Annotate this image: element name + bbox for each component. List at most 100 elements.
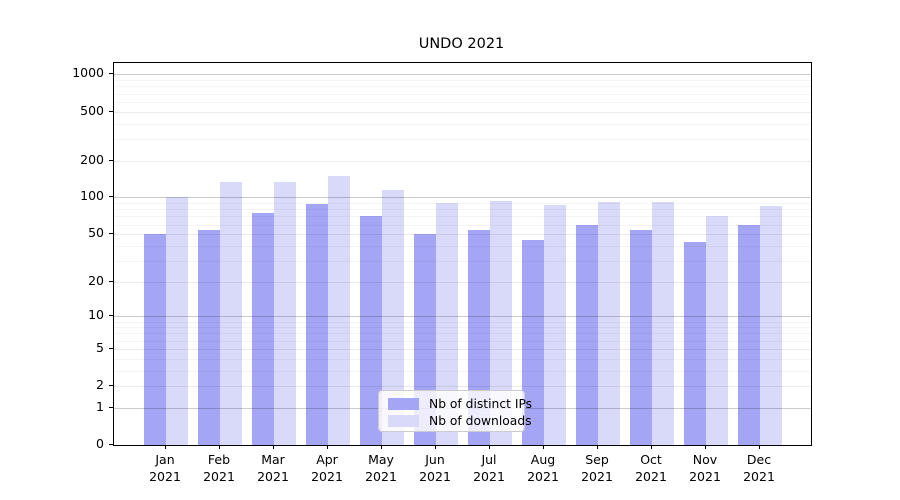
gridline: [114, 348, 811, 350]
gridline: [114, 340, 811, 342]
y-tick-label: 100: [80, 188, 104, 204]
bar-nov-downloads: [706, 216, 728, 445]
bar-apr-downloads: [328, 175, 350, 445]
y-tick-label: 2: [96, 377, 104, 393]
gridline: [114, 224, 811, 226]
bar-nov-ips: [684, 242, 706, 445]
gridline: [114, 123, 811, 125]
y-tick-label: 20: [88, 272, 104, 288]
gridline: [114, 281, 811, 283]
y-tick-label: 500: [80, 102, 104, 118]
bar-aug-ips: [522, 239, 544, 445]
bar-oct-downloads: [652, 202, 674, 445]
bar-mar-downloads: [274, 181, 296, 445]
legend-row-downloads: Nb of downloads: [388, 412, 532, 429]
y-tick-label: 10: [88, 307, 104, 323]
gridline: [114, 111, 811, 113]
gridline: [114, 316, 811, 318]
gridline: [114, 86, 811, 88]
x-tick-mark: [705, 445, 706, 449]
x-tick-label-jan: Jan 2021: [149, 452, 181, 484]
bar-dec-ips: [738, 225, 760, 445]
x-tick-label-dec: Dec 2021: [743, 452, 775, 484]
legend-label-downloads: Nb of downloads: [429, 413, 532, 428]
y-tick-mark: [109, 73, 113, 75]
gridline: [114, 80, 811, 82]
y-tick-mark: [109, 280, 113, 282]
x-tick-mark: [543, 445, 544, 449]
y-tick-mark: [109, 444, 113, 445]
y-tick-label: 5: [96, 339, 104, 355]
legend-row-distinct-ips: Nb of distinct IPs: [388, 395, 532, 412]
bar-apr-ips: [306, 204, 328, 445]
x-tick-mark: [597, 445, 598, 449]
bar-mar-ips: [252, 213, 274, 445]
gridlines-layer: [114, 63, 811, 445]
x-tick-label-jun: Jun 2021: [419, 452, 451, 484]
gridline: [114, 245, 811, 247]
bar-may-ips: [360, 216, 382, 445]
x-tick-mark: [489, 445, 490, 449]
x-tick-mark: [219, 445, 220, 449]
y-tick-label: 200: [80, 151, 104, 167]
x-tick-label-oct: Oct 2021: [635, 452, 667, 484]
y-tick-mark: [109, 159, 113, 161]
x-tick-label-apr: Apr 2021: [311, 452, 343, 484]
x-tick-mark: [759, 445, 760, 449]
x-tick-label-feb: Feb 2021: [203, 452, 235, 484]
x-tick-label-sep: Sep 2021: [581, 452, 613, 484]
bar-sep-ips: [576, 224, 598, 445]
y-tick-mark: [109, 315, 113, 317]
bar-sep-downloads: [598, 201, 620, 445]
x-tick-label-nov: Nov 2021: [689, 452, 721, 484]
bar-dec-downloads: [760, 206, 782, 445]
y-tick-mark: [109, 233, 113, 235]
x-tick-label-mar: Mar 2021: [257, 452, 289, 484]
bar-jan-downloads: [166, 197, 188, 445]
gridline: [114, 138, 811, 140]
gridline: [114, 74, 811, 76]
y-tick-label: 1: [96, 398, 104, 414]
x-tick-mark: [435, 445, 436, 449]
bar-oct-ips: [630, 230, 652, 445]
y-axis: 1000 500 200 100 50 20 10 5 2 1 0: [0, 62, 104, 451]
legend: Nb of distinct IPs Nb of downloads: [378, 390, 532, 432]
gridline: [114, 370, 811, 372]
bar-aug-downloads: [544, 204, 566, 445]
x-tick-label-jul: Jul 2021: [473, 452, 505, 484]
bar-feb-ips: [198, 230, 220, 445]
bar-jul-downloads: [490, 201, 512, 445]
gridline: [114, 327, 811, 329]
gridline: [114, 386, 811, 388]
y-tick-label: 0: [96, 436, 104, 451]
legend-swatch-downloads: [388, 414, 419, 427]
y-tick-mark: [109, 347, 113, 349]
x-tick-mark: [273, 445, 274, 449]
x-tick-mark: [651, 445, 652, 449]
y-tick-mark: [109, 406, 113, 408]
plot-area: [113, 62, 812, 446]
bar-jan-ips: [144, 234, 166, 445]
gridline: [114, 260, 811, 262]
x-tick-mark: [165, 445, 166, 449]
y-tick-mark: [109, 110, 113, 112]
y-tick-label: 50: [88, 225, 104, 241]
gridline: [114, 321, 811, 323]
gridline: [114, 101, 811, 103]
x-tick-label-aug: Aug 2021: [527, 452, 559, 484]
chart-title: UNDO 2021: [418, 36, 505, 52]
y-tick-label: 1000: [72, 65, 104, 81]
x-tick-mark: [327, 445, 328, 449]
gridline: [114, 197, 811, 199]
bar-may-downloads: [382, 190, 404, 445]
gridline: [114, 234, 811, 236]
bar-feb-downloads: [220, 181, 242, 445]
gridline: [114, 203, 811, 205]
gridline: [114, 93, 811, 95]
y-tick-mark: [109, 385, 113, 387]
legend-label-distinct-ips: Nb of distinct IPs: [429, 396, 533, 411]
y-tick-mark: [109, 196, 113, 198]
x-tick-mark: [381, 445, 382, 449]
legend-swatch-distinct-ips: [388, 397, 419, 410]
